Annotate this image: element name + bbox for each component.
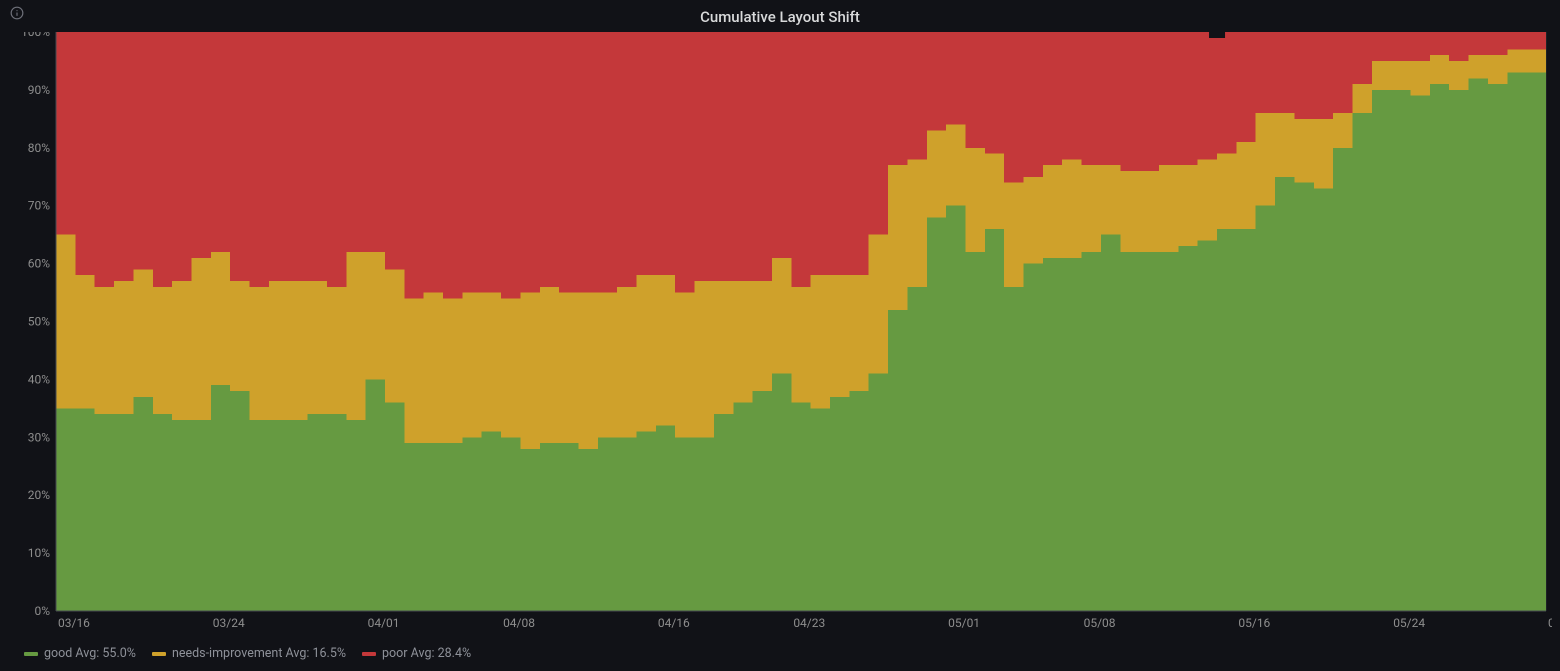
legend-item-good[interactable]: good Avg: 55.0% (24, 646, 136, 661)
legend-item-poor[interactable]: poor Avg: 28.4% (362, 646, 471, 661)
panel-title: Cumulative Layout Shift (0, 8, 1560, 26)
svg-text:04/01: 04/01 (368, 616, 400, 630)
svg-text:10%: 10% (28, 546, 50, 560)
svg-text:04/08: 04/08 (503, 616, 535, 630)
svg-text:04/16: 04/16 (658, 616, 690, 630)
legend-label: good Avg: 55.0% (44, 646, 136, 661)
svg-text:05/16: 05/16 (1238, 616, 1270, 630)
legend-swatch (24, 652, 38, 656)
svg-text:06/01: 06/01 (1548, 616, 1552, 630)
svg-text:70%: 70% (28, 199, 50, 213)
legend-label: poor Avg: 28.4% (382, 646, 471, 661)
chart-legend: good Avg: 55.0% needs-improvement Avg: 16… (24, 646, 1552, 661)
svg-text:30%: 30% (28, 430, 50, 444)
svg-text:0%: 0% (34, 604, 50, 618)
legend-label: needs-improvement Avg: 16.5% (172, 646, 346, 661)
legend-item-needs-improvement[interactable]: needs-improvement Avg: 16.5% (152, 646, 346, 661)
legend-swatch (152, 652, 166, 656)
svg-text:05/01: 05/01 (948, 616, 980, 630)
legend-swatch (362, 652, 376, 656)
svg-text:03/24: 03/24 (213, 616, 245, 630)
svg-text:80%: 80% (28, 141, 50, 155)
svg-text:50%: 50% (28, 315, 50, 329)
svg-text:20%: 20% (28, 488, 50, 502)
svg-text:03/16: 03/16 (58, 616, 90, 630)
svg-text:40%: 40% (28, 372, 50, 386)
chart-plot[interactable]: 0% 10% 20% 30% 40% 50% 60% 70% 80% 90% 100% 03/16 03… (8, 32, 1552, 633)
svg-text:05/24: 05/24 (1393, 616, 1425, 630)
chart-panel: Cumulative Layout Shift 0% 10% 20% 30% 40% 50… (0, 0, 1560, 671)
svg-text:04/23: 04/23 (793, 616, 825, 630)
svg-text:100%: 100% (21, 32, 50, 39)
svg-text:60%: 60% (28, 257, 50, 271)
svg-text:90%: 90% (28, 83, 50, 97)
svg-text:05/08: 05/08 (1084, 616, 1116, 630)
